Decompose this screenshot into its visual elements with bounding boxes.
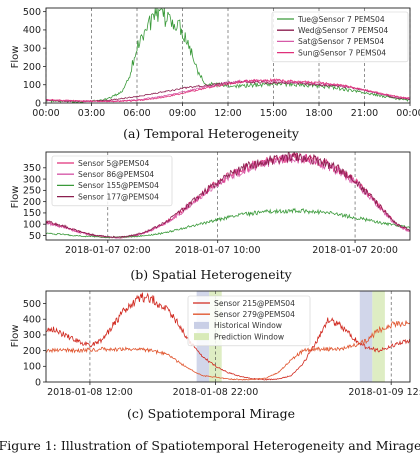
- legend-swatch: [194, 333, 209, 341]
- y-tick-label: 0: [35, 377, 41, 388]
- x-tick-label: 09:00: [169, 108, 196, 119]
- x-tick-label: 21:00: [351, 108, 378, 119]
- legend-swatch: [194, 321, 209, 329]
- legend-label: Sat@Sensor 7 PEMS04: [298, 37, 384, 46]
- legend: [271, 11, 409, 63]
- x-tick-label: 15:00: [260, 108, 287, 119]
- caption-spatiotemporal-mirage: (c) Spatiotemporal Mirage: [127, 406, 295, 421]
- legend-label: Sensor 215@PEMS04: [214, 299, 295, 308]
- x-tick-label: 2018-01-08 12:00: [47, 387, 133, 398]
- legend-label: Sensor 279@PEMS04: [214, 310, 295, 319]
- x-tick-label: 00:00: [396, 108, 420, 119]
- series-line-sensor-177-pems04: [46, 152, 410, 238]
- y-tick-label: 200: [23, 197, 41, 208]
- legend-label: Historical Window: [214, 321, 282, 330]
- y-axis-label-c: Flow: [10, 325, 21, 348]
- series-line-sensor-279-pems04: [46, 320, 410, 381]
- y-tick-label: 300: [23, 174, 41, 185]
- y-tick-label: 400: [23, 25, 41, 36]
- y-tick-label: 400: [23, 315, 41, 326]
- y-tick-label: 500: [23, 7, 41, 18]
- y-tick-label: 200: [23, 62, 41, 73]
- x-tick-label: 03:00: [78, 108, 105, 119]
- y-tick-label: 300: [23, 43, 41, 54]
- y-tick-label: 350: [23, 163, 41, 174]
- y-axis-label-a: Flow: [10, 46, 21, 69]
- chart-spatiotemporal-mirage: Flow (c) Spatiotemporal Mirage 0 100 200 30…: [10, 290, 420, 421]
- y-tick-label: 250: [23, 186, 41, 197]
- legend-label: Sensor 5@PEMS04: [78, 159, 149, 168]
- band-historical-window-1: [359, 291, 373, 382]
- caption-spatial-heterogeneity: (b) Spatial Heterogeneity: [130, 267, 292, 282]
- y-tick-label: 0: [35, 98, 41, 109]
- band-prediction-window-1: [372, 291, 385, 382]
- y-tick-label: 100: [23, 362, 41, 373]
- y-tick-label: 500: [23, 299, 41, 310]
- x-tick-label: 2018-01-07 02:00: [65, 245, 151, 256]
- plot-frame: [45, 151, 411, 241]
- y-tick-label: 300: [23, 330, 41, 341]
- y-tick-label: 150: [23, 208, 41, 219]
- series-line-sensor-215-pems04: [46, 292, 410, 381]
- x-tick-label: 18:00: [305, 108, 332, 119]
- legend: [51, 155, 173, 207]
- y-axis-label-b: Flow: [10, 186, 21, 209]
- x-tick-label: 12:00: [214, 108, 241, 119]
- chart-spatial-heterogeneity: Flow (b) Spatial Heterogeneity 501001502…: [10, 151, 411, 282]
- x-tick-label: 2018-01-09 12:00: [348, 387, 420, 398]
- y-tick-label: 100: [23, 80, 41, 91]
- legend-label: Tue@Sensor 7 PEMS04: [297, 15, 385, 24]
- legend-label: Sun@Sensor 7 PEMS04: [298, 48, 386, 57]
- x-tick-label: 2018-01-08 22:00: [173, 387, 259, 398]
- x-tick-label: 2018-01-07 10:00: [175, 245, 261, 256]
- chart-temporal-heterogeneity: Flow (a) Temporal Heterogeneity 0 100 200 3…: [10, 7, 420, 141]
- legend-label: Sensor 155@PEMS04: [78, 181, 159, 190]
- legend-label: Sensor 86@PEMS04: [78, 170, 154, 179]
- y-tick-label: 100: [23, 220, 41, 231]
- series-line-sun-sensor-7-pems04: [46, 78, 410, 103]
- legend: [187, 295, 311, 347]
- legend-label: Wed@Sensor 7 PEMS04: [298, 26, 388, 35]
- x-tick-label: 00:00: [32, 108, 59, 119]
- plot-frame: [45, 290, 411, 383]
- y-tick-label: 50: [29, 231, 41, 242]
- figure-caption: Figure 1: Illustration of Spatiotemporal…: [0, 438, 420, 453]
- y-tick-label: 200: [23, 346, 41, 357]
- legend-label: Sensor 177@PEMS04: [78, 192, 159, 201]
- legend-label: Prediction Window: [214, 332, 284, 341]
- caption-temporal-heterogeneity: (a) Temporal Heterogeneity: [123, 126, 300, 141]
- x-tick-label: 06:00: [123, 108, 150, 119]
- x-tick-label: 2018-01-07 20:00: [312, 245, 398, 256]
